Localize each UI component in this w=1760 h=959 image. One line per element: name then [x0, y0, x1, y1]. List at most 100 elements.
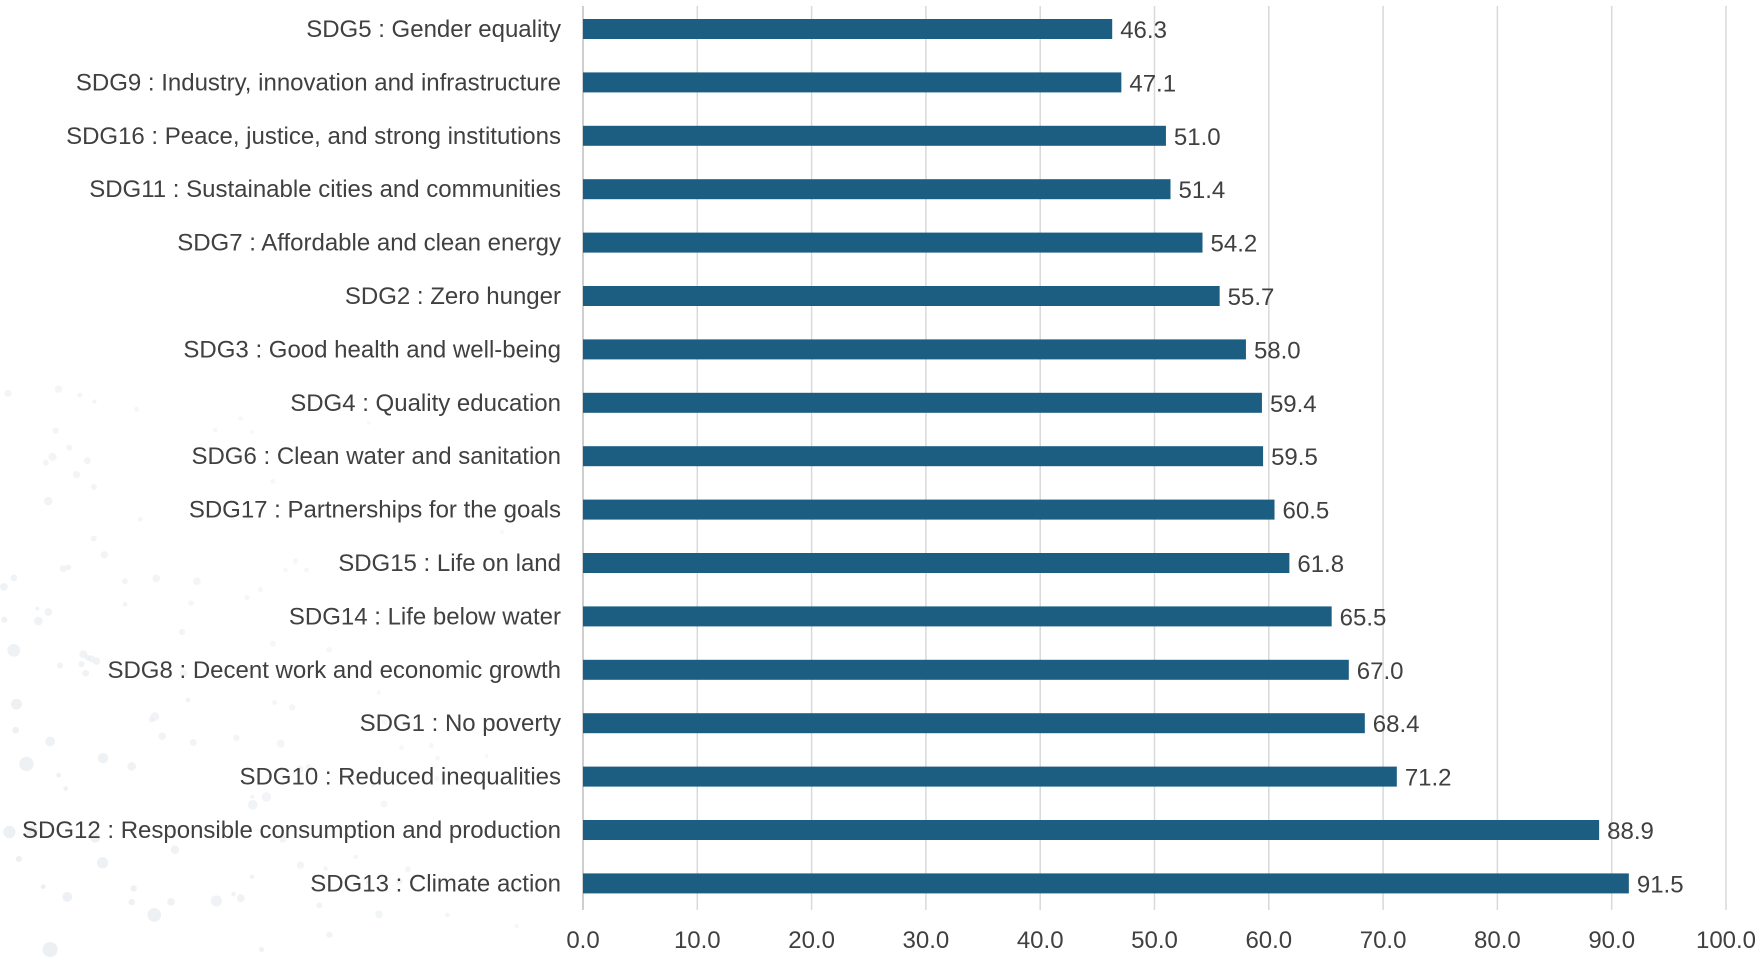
background-dot [11, 698, 22, 710]
background-dot [128, 898, 135, 906]
background-dot [247, 799, 258, 810]
background-dot [1, 616, 8, 623]
background-dot [35, 606, 40, 611]
background-dot [185, 697, 191, 703]
background-dot [244, 594, 250, 601]
x-tick-label: 70.0 [1360, 927, 1407, 954]
data-label: 68.4 [1373, 711, 1420, 738]
category-label: SDG5 : Gender equality [306, 16, 561, 43]
background-dot [399, 745, 404, 750]
bar [583, 766, 1397, 787]
background-dot [514, 923, 519, 929]
background-dot [484, 754, 489, 759]
bar [583, 179, 1171, 200]
background-dot [10, 574, 18, 582]
background-dot [3, 825, 16, 839]
category-label: SDG6 : Clean water and sanitation [191, 443, 561, 470]
background-dot [396, 878, 403, 885]
bar [583, 72, 1122, 93]
background-dot [79, 650, 88, 659]
background-dot [428, 742, 434, 748]
bar [583, 125, 1166, 146]
category-label: SDG2 : Zero hunger [345, 283, 561, 310]
x-axis-tick-labels: 0.0 10.0 20.0 30.0 40.0 50.0 60.0 70.0 80.0 90.0 1… [566, 927, 1756, 954]
background-dot [249, 874, 255, 880]
background-dot [296, 861, 305, 869]
x-tick-label: 60.0 [1245, 927, 1292, 954]
x-tick-label: 40.0 [1017, 927, 1064, 954]
x-tick-label: 90.0 [1588, 927, 1635, 954]
x-tick-label: 80.0 [1474, 927, 1521, 954]
bar [583, 659, 1349, 680]
background-dot [233, 734, 240, 742]
bar [583, 286, 1220, 306]
x-tick-label: 100.0 [1696, 927, 1756, 954]
bar [583, 19, 1113, 39]
category-label: SDG16 : Peace, justice, and strong insti… [66, 123, 561, 150]
category-label: SDG1 : No poverty [360, 710, 561, 737]
background-dot [380, 800, 388, 808]
data-label: 65.5 [1340, 604, 1387, 631]
background-dot [276, 739, 285, 748]
background-dot [66, 444, 73, 451]
bars [583, 19, 1629, 894]
background-dot [283, 568, 288, 573]
background-dot [189, 739, 197, 746]
bar [583, 553, 1290, 573]
background-dot [365, 880, 371, 885]
background-dot [292, 558, 299, 564]
data-label: 58.0 [1254, 337, 1301, 364]
background-dot [62, 892, 73, 902]
x-tick-label: 30.0 [903, 927, 950, 954]
x-tick-label: 10.0 [674, 927, 721, 954]
value-labels: 46.3 47.1 51.0 51.4 54.2 55.7 58.0 59.4 59.5 60.5… [1120, 17, 1683, 898]
background-dot [303, 567, 309, 573]
category-label: SDG4 : Quality education [290, 390, 561, 417]
background-dot [48, 452, 57, 461]
background-dot [78, 660, 85, 668]
background-dot [82, 669, 90, 677]
background-dot [296, 765, 304, 773]
background-dot [404, 866, 411, 873]
background-dot [122, 601, 128, 607]
background-dot [376, 690, 381, 695]
category-label: SDG7 : Affordable and clean energy [177, 230, 561, 257]
background-dot [368, 660, 373, 665]
category-label: SDG13 : Climate action [310, 870, 561, 897]
data-label: 54.2 [1211, 231, 1258, 258]
background-dot [370, 782, 376, 788]
background-dot [54, 385, 63, 393]
background-dot [65, 564, 72, 571]
bar [583, 499, 1275, 520]
background-dot [261, 792, 272, 802]
category-label: SDG3 : Good health and well-being [183, 336, 561, 363]
background-dot [130, 885, 137, 892]
data-label: 46.3 [1120, 17, 1167, 44]
background-dot [316, 902, 323, 909]
category-label: SDG17 : Partnerships for the goals [189, 497, 561, 524]
background-dot [279, 835, 287, 843]
background-dot [269, 640, 276, 647]
background-dot [34, 616, 43, 626]
background-dot [326, 931, 333, 938]
background-dot [138, 517, 143, 522]
background-dot [152, 574, 161, 583]
background-dot [90, 483, 97, 491]
background-dot [445, 455, 450, 460]
background-dot [90, 535, 97, 542]
background-dot [323, 866, 328, 871]
bar [583, 873, 1629, 894]
background-dot [45, 736, 56, 747]
data-label: 71.2 [1405, 765, 1452, 792]
background-dot [4, 389, 12, 398]
background-dot [188, 600, 194, 606]
category-labels: SDG5 : Gender equality SDG9 : Industry, i… [22, 16, 561, 897]
data-label: 59.5 [1271, 444, 1318, 471]
background-dot [122, 578, 128, 585]
background-dot [210, 895, 222, 907]
data-label: 88.9 [1607, 818, 1654, 845]
background-dot [178, 628, 186, 636]
background-dot [353, 854, 358, 860]
background-dot [435, 755, 440, 761]
